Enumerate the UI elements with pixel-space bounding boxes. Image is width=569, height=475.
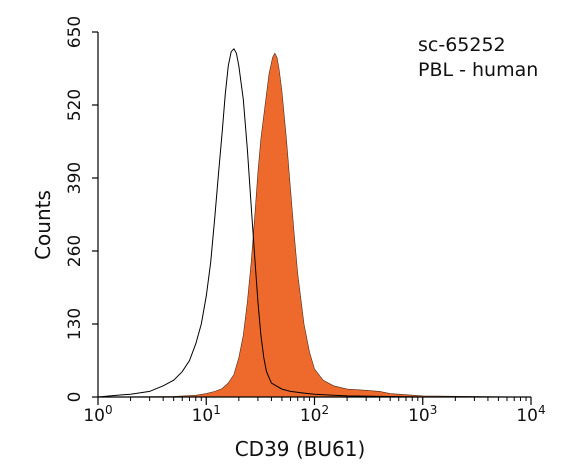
series-layer — [97, 47, 532, 398]
y-tick-label: 520 — [65, 89, 85, 121]
x-tick-label: 102 — [300, 403, 329, 426]
labels-layer: 0 130 260 390 520 650 100 101 102 103 104 CD39 (BU6… — [31, 16, 546, 461]
control-histogram-outline — [97, 47, 531, 398]
x-tick-label: 100 — [83, 403, 112, 426]
y-tick-label: 130 — [65, 308, 85, 340]
axes-layer — [92, 31, 532, 405]
annotation-text: PBL - human — [418, 59, 538, 81]
stained-histogram — [97, 52, 532, 398]
y-tick-label: 0 — [65, 392, 85, 403]
y-tick-label: 650 — [65, 16, 85, 48]
y-tick-label: 390 — [65, 162, 85, 194]
x-tick-label: 101 — [192, 403, 221, 426]
x-tick-label: 103 — [408, 403, 437, 426]
y-tick-label: 260 — [65, 235, 85, 267]
y-axis-title: Counts — [31, 190, 55, 260]
x-axis-title: CD39 (BU61) — [235, 437, 366, 461]
annotation-text: sc-65252 — [418, 34, 506, 56]
x-tick-label: 104 — [516, 403, 545, 426]
